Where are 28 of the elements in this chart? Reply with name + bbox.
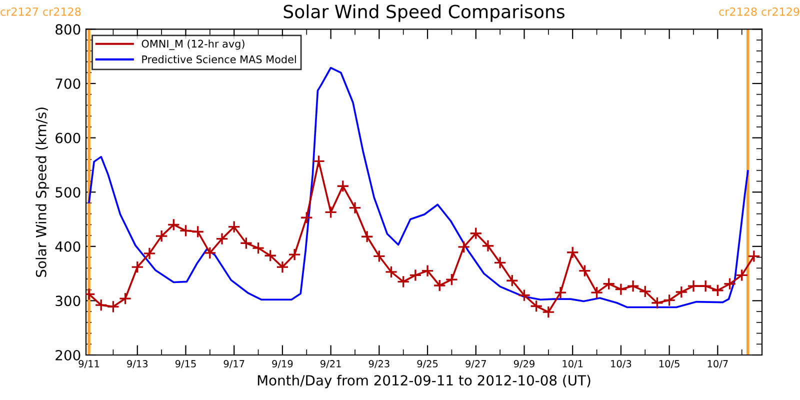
ref-line-label: cr2127 cr2128 [0, 7, 81, 16]
y-tick-label: 400 [55, 241, 80, 252]
x-tick-label: 9/29 [514, 360, 534, 368]
legend-label: Predictive Science MAS Model [142, 55, 296, 64]
y-tick-label: 200 [56, 350, 80, 360]
ref-line-label: cr2128 cr2129 [719, 7, 800, 16]
x-tick-label: 10/1 [562, 360, 583, 368]
legend-label: OMNI_M (12-hr avg) [142, 40, 244, 50]
x-tick-label: 9/19 [272, 360, 293, 368]
y-tick-label: 700 [56, 78, 80, 89]
x-tick-label: 9/17 [224, 360, 244, 368]
x-tick-label: 9/15 [175, 360, 196, 368]
x-tick-label: 9/27 [466, 360, 486, 368]
x-tick-label: 9/25 [417, 360, 438, 368]
x-tick-label: 10/3 [611, 360, 632, 368]
x-tick-label: 9/23 [368, 360, 390, 368]
x-tick-label: 10/7 [708, 360, 728, 368]
x-tick-label: 9/13 [127, 360, 148, 368]
x-tick-label: 10/5 [659, 360, 680, 368]
x-tick-label: 9/11 [78, 360, 100, 368]
y-axis-title: Solar Wind Speed (km/s) [36, 108, 50, 277]
y-tick-label: 800 [56, 24, 80, 35]
chart-title: Solar Wind Speed Comparisons [284, 4, 564, 22]
y-tick-label: 500 [56, 187, 80, 198]
y-tick-label: 300 [56, 296, 80, 306]
x-tick-label: 9/21 [320, 360, 341, 368]
y-tick-label: 600 [56, 132, 80, 144]
x-axis-title: Month/Day from 2012-09-11 to 2012-10-08 (UT) [258, 374, 590, 388]
